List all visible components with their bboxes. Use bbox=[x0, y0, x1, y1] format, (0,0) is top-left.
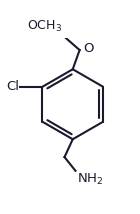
Text: Cl: Cl bbox=[6, 80, 19, 93]
Text: O: O bbox=[83, 42, 94, 55]
Text: NH$_2$: NH$_2$ bbox=[77, 171, 103, 187]
Text: OCH$_3$: OCH$_3$ bbox=[27, 19, 62, 34]
